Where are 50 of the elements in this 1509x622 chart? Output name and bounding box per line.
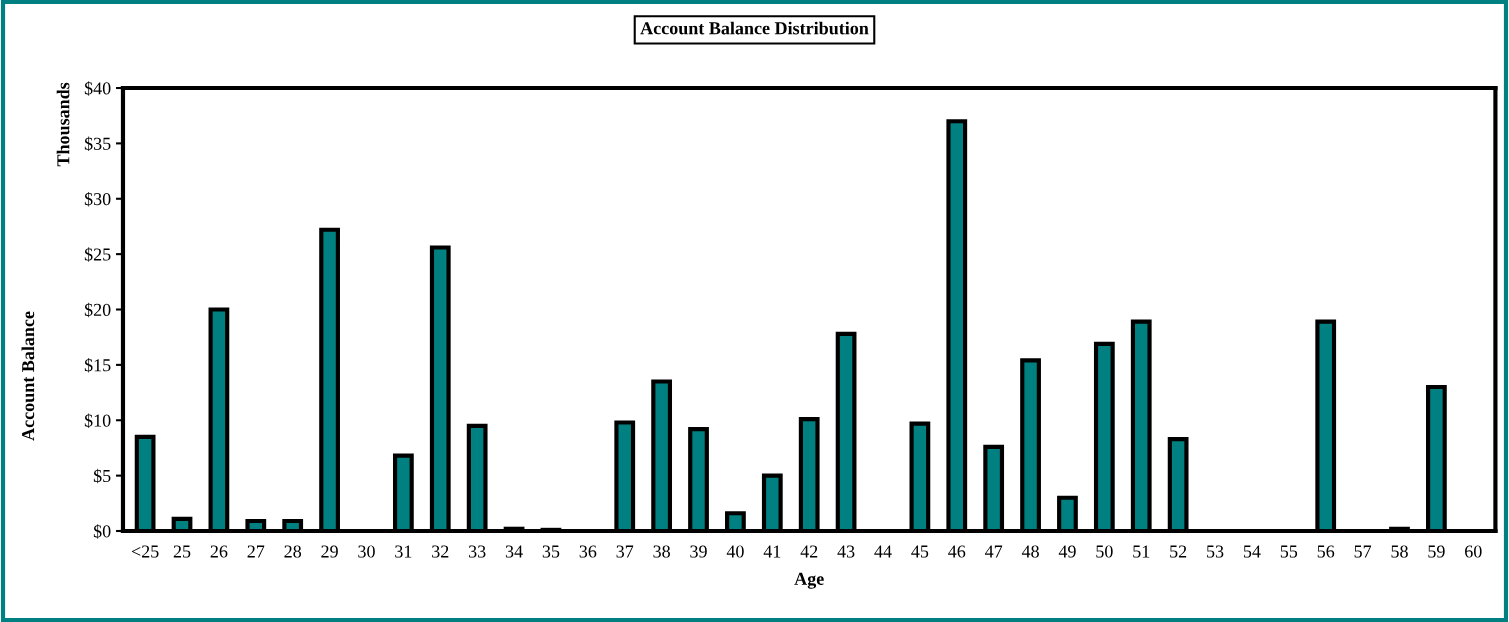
x-tick-label: 55 bbox=[1280, 545, 1298, 558]
y-tick-label: $30 bbox=[84, 191, 111, 207]
x-tick-label: 25 bbox=[173, 545, 191, 558]
x-tick-label: 38 bbox=[653, 545, 670, 558]
x-tick-label: 34 bbox=[505, 545, 523, 558]
x-tick-label: 44 bbox=[874, 545, 892, 558]
x-tick-label: 48 bbox=[1021, 545, 1039, 558]
x-tick-label: 46 bbox=[948, 545, 966, 558]
y-tick-label: $0 bbox=[93, 524, 111, 539]
x-tick-label: 57 bbox=[1354, 545, 1372, 558]
y-tick-label: $15 bbox=[84, 358, 111, 373]
x-tick-label: 29 bbox=[321, 545, 338, 558]
y-tick-label: $20 bbox=[84, 302, 111, 318]
x-tick-label: 26 bbox=[210, 545, 228, 558]
x-tick-label: 43 bbox=[837, 545, 855, 558]
y-tick-label: $40 bbox=[84, 81, 111, 96]
y-axis-title: Account Balance bbox=[21, 311, 35, 441]
chart-title: Account Balance Distribution bbox=[640, 21, 869, 35]
y-tick-label: $5 bbox=[93, 468, 111, 484]
x-tick-label: 28 bbox=[284, 545, 302, 558]
x-tick-label: <25 bbox=[131, 545, 159, 558]
x-axis-title: Age bbox=[794, 572, 824, 589]
text: Thousands bbox=[56, 82, 70, 167]
x-tick-label: 33 bbox=[469, 545, 486, 558]
x-tick-label: 27 bbox=[247, 545, 265, 558]
x-tick-label: 36 bbox=[579, 545, 597, 558]
x-tick-label: 60 bbox=[1465, 545, 1482, 558]
y-tick-label: $25 bbox=[84, 247, 111, 262]
y-tick-label: $35 bbox=[84, 136, 111, 152]
x-tick-label: 53 bbox=[1207, 545, 1224, 558]
x-tick-label: 30 bbox=[358, 545, 375, 558]
x-tick-label: 31 bbox=[395, 545, 412, 558]
x-tick-label: 41 bbox=[763, 545, 781, 558]
x-tick-label: 37 bbox=[616, 545, 634, 558]
x-tick-label: 49 bbox=[1058, 545, 1076, 558]
x-tick-label: 52 bbox=[1170, 545, 1187, 558]
x-tick-label: 35 bbox=[542, 545, 560, 558]
x-tick-label: 45 bbox=[911, 545, 929, 558]
x-tick-label: 58 bbox=[1391, 545, 1408, 558]
x-tick-label: 32 bbox=[432, 545, 449, 558]
x-tick-label: 39 bbox=[690, 545, 707, 558]
x-tick-label: 59 bbox=[1428, 545, 1445, 558]
x-tick-label: 40 bbox=[726, 545, 744, 558]
x-tick-label: 56 bbox=[1317, 545, 1335, 558]
x-tick-label: 42 bbox=[800, 545, 818, 558]
x-tick-label: 54 bbox=[1243, 545, 1261, 558]
x-tick-label: 51 bbox=[1133, 545, 1150, 558]
x-tick-label: 47 bbox=[984, 545, 1003, 558]
y-tick-label: $10 bbox=[84, 413, 111, 428]
x-tick-label: 50 bbox=[1096, 545, 1113, 558]
